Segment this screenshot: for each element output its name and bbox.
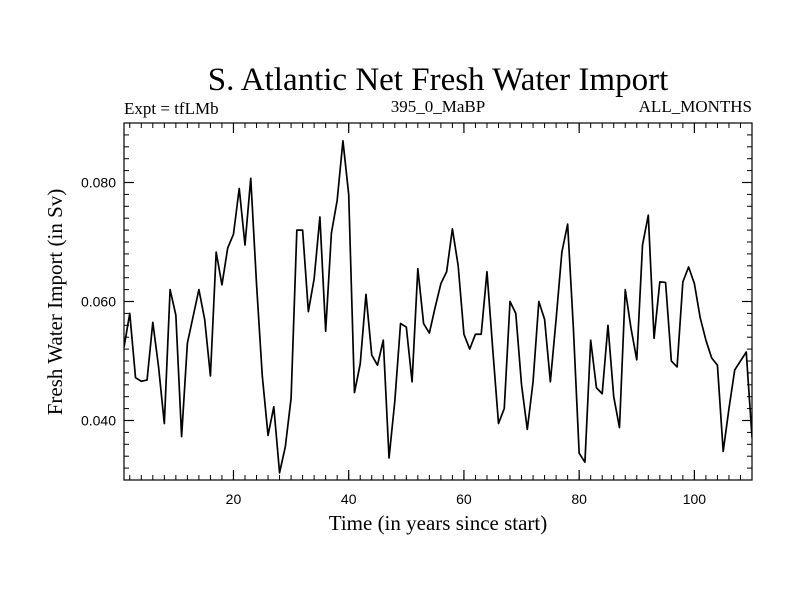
x-tick-label: 100 <box>683 491 707 507</box>
x-tick-label: 20 <box>226 491 242 507</box>
x-axis-label: Time (in years since start) <box>329 511 548 535</box>
x-tick-label: 60 <box>456 491 472 507</box>
y-tick-label: 0.040 <box>81 413 116 429</box>
months-label: ALL_MONTHS <box>639 97 752 116</box>
x-tick-label: 80 <box>571 491 587 507</box>
chart-title: S. Atlantic Net Fresh Water Import <box>208 62 669 98</box>
dataset-label: 395_0_MaBP <box>391 97 485 116</box>
experiment-label: Expt = tfLMb <box>124 99 219 118</box>
x-tick-label: 40 <box>341 491 357 507</box>
series-line <box>124 140 752 474</box>
series-layer <box>124 140 752 474</box>
tick-labels: 20 40 60 80 100 0.040 0.060 0.080 <box>81 175 706 508</box>
y-tick-label: 0.060 <box>81 294 116 310</box>
y-tick-label: 0.080 <box>81 175 116 191</box>
plot-frame <box>123 122 753 481</box>
y-axis-label: Fresh Water Import (in Sv) <box>43 189 67 416</box>
